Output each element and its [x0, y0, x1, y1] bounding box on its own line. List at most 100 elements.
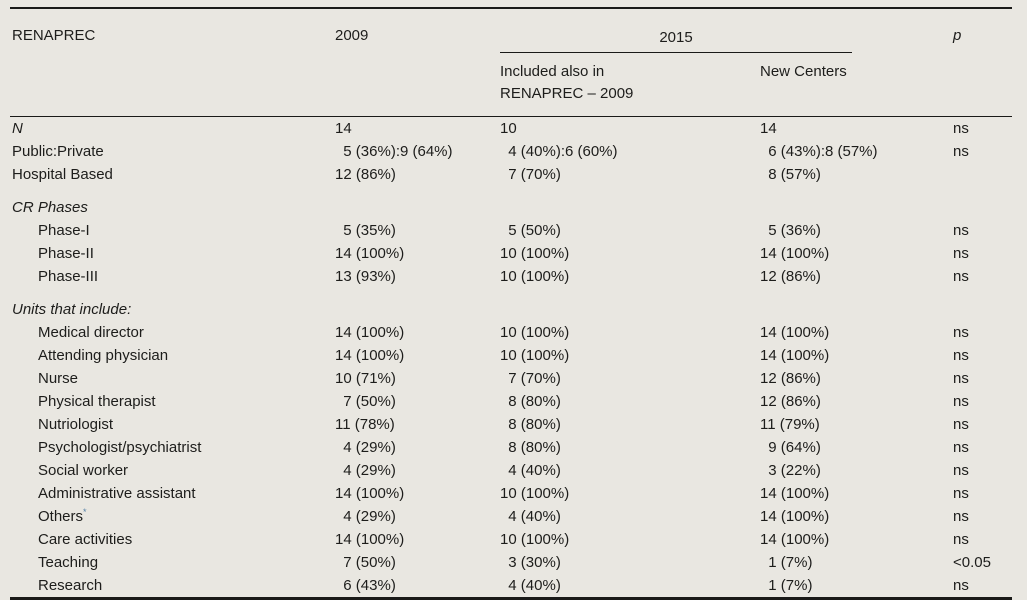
cell-p: ns: [945, 117, 1012, 141]
cell-p: <0.05: [945, 551, 1012, 574]
row-label-text: Phase-II: [38, 245, 94, 262]
cell-value: <0.05: [953, 554, 991, 571]
cell-2015-new: 5 (36%): [760, 219, 945, 242]
table-body: N 14 10 14 ns Public:Private 5 (36%):9 (64%) 4 …: [10, 117, 1012, 599]
row-label-text: Hospital Based: [12, 166, 113, 183]
cell-value: 10 (100%): [500, 485, 570, 502]
cell-value: 8 (57%): [768, 166, 821, 183]
cell-2009: 14 (100%): [335, 528, 500, 551]
row-label: Care activities: [10, 528, 335, 551]
table-row: Hospital Based 12 (86%) 7 (70%) 8 (57%): [10, 163, 1012, 186]
table-row: Phase-III 13 (93%) 10 (100%) 12 (86%) ns: [10, 265, 1012, 288]
cell-value: ns: [953, 245, 969, 262]
table-row: Teaching 7 (50%) 3 (30%) 1 (7%) <0.05: [10, 551, 1012, 574]
cell-2015-new: 14 (100%): [760, 482, 945, 505]
cell-2009: 4 (29%): [335, 505, 500, 528]
cell-value: 14 (100%): [335, 485, 405, 502]
cell-p: ns: [945, 219, 1012, 242]
cell-2015-new: 12 (86%): [760, 367, 945, 390]
cell-p: [945, 288, 1012, 321]
cell-2009: 6 (43%): [335, 574, 500, 599]
cell-value: 14 (100%): [760, 245, 830, 262]
row-label-text: Nurse: [38, 370, 79, 387]
cell-value: 8 (80%): [508, 439, 561, 456]
cell-2015-new: 12 (86%): [760, 390, 945, 413]
row-label-text: Others: [38, 508, 84, 525]
row-label-text: Social worker: [38, 462, 129, 479]
cell-value: 14 (100%): [335, 347, 405, 364]
cell-2015-new: 1 (7%): [760, 574, 945, 599]
cell-2015-new: 1 (7%): [760, 551, 945, 574]
section-row: CR Phases: [10, 186, 1012, 219]
cell-value: ns: [953, 439, 969, 456]
row-label: Research: [10, 574, 335, 599]
cell-value: 14 (100%): [335, 245, 405, 262]
cell-value: 5 (36%):9 (64%): [343, 143, 453, 160]
cell-2015-included: 10 (100%): [500, 528, 760, 551]
cell-value: 7 (50%): [343, 554, 396, 571]
cell-p: [945, 163, 1012, 186]
cell-value: ns: [953, 143, 969, 160]
cell-p: ns: [945, 436, 1012, 459]
cell-value: 10 (100%): [500, 268, 570, 285]
cell-value: 11 (79%): [760, 416, 820, 433]
row-label: Public:Private: [10, 140, 335, 163]
subheader-spacer-1: [10, 53, 335, 117]
row-label-text: Nutriologist: [38, 416, 114, 433]
cell-2015-new: 6 (43%):8 (57%): [760, 140, 945, 163]
row-label-text: Phase-I: [38, 222, 90, 239]
table-row: Medical director 14 (100%) 10 (100%) 14 (10…: [10, 321, 1012, 344]
cell-value: 10 (100%): [500, 347, 570, 364]
cell-value: 4 (29%): [343, 462, 396, 479]
table-row: Care activities 14 (100%) 10 (100%) 14 (100…: [10, 528, 1012, 551]
cell-value: 10: [500, 120, 517, 137]
paper-table-region: RENAPREC 2009 2015 p Included also in RE…: [10, 7, 1012, 600]
cell-p: ns: [945, 265, 1012, 288]
cell-2015-included: 10 (100%): [500, 265, 760, 288]
row-label: Nutriologist: [10, 413, 335, 436]
col-header-p: p: [953, 27, 962, 44]
row-label: Nurse: [10, 367, 335, 390]
col-header-2015: 2015: [500, 29, 852, 53]
cell-p: ns: [945, 459, 1012, 482]
renaprec-comparison-table: RENAPREC 2009 2015 p Included also in RE…: [10, 7, 1012, 600]
cell-p: ns: [945, 140, 1012, 163]
cell-value: 14 (100%): [760, 324, 830, 341]
cell-2015-included: [500, 186, 760, 219]
cell-p: ns: [945, 367, 1012, 390]
cell-2015-new: 3 (22%): [760, 459, 945, 482]
cell-p: ns: [945, 344, 1012, 367]
table-row: Nurse 10 (71%) 7 (70%) 12 (86%) ns: [10, 367, 1012, 390]
row-label: N: [10, 117, 335, 141]
row-label-text: CR Phases: [12, 199, 88, 216]
cell-value: 4 (40%): [508, 462, 561, 479]
cell-value: ns: [953, 462, 969, 479]
table-row: N 14 10 14 ns: [10, 117, 1012, 141]
cell-2015-included: [500, 288, 760, 321]
cell-value: ns: [953, 393, 969, 410]
row-label-text: Physical therapist: [38, 393, 156, 410]
cell-2015-new: 14 (100%): [760, 321, 945, 344]
cell-value: ns: [953, 485, 969, 502]
cell-p: ns: [945, 390, 1012, 413]
cell-2015-included: 5 (50%): [500, 219, 760, 242]
cell-value: 4 (40%): [508, 508, 561, 525]
cell-value: 7 (50%): [343, 393, 396, 410]
table-row: Phase-I 5 (35%) 5 (50%) 5 (36%) ns: [10, 219, 1012, 242]
cell-2009: 7 (50%): [335, 390, 500, 413]
footnote-marker: *: [83, 507, 87, 517]
cell-2015-included: 7 (70%): [500, 367, 760, 390]
cell-2015-included: 4 (40%): [500, 505, 760, 528]
cell-2009: 14 (100%): [335, 482, 500, 505]
row-label: Hospital Based: [10, 163, 335, 186]
table-row: Attending physician 14 (100%) 10 (100%) 14 …: [10, 344, 1012, 367]
row-label-text: N: [12, 120, 23, 137]
table-row: Phase-II 14 (100%) 10 (100%) 14 (100%) ns: [10, 242, 1012, 265]
cell-2009: 12 (86%): [335, 163, 500, 186]
row-label-text: Psychologist/psychiatrist: [38, 439, 202, 456]
row-label: Attending physician: [10, 344, 335, 367]
cell-value: 14: [760, 120, 777, 137]
cell-p: [945, 186, 1012, 219]
table-row: Others* 4 (29%) 4 (40%) 14 (100%) ns: [10, 505, 1012, 528]
section-row: Units that include:: [10, 288, 1012, 321]
